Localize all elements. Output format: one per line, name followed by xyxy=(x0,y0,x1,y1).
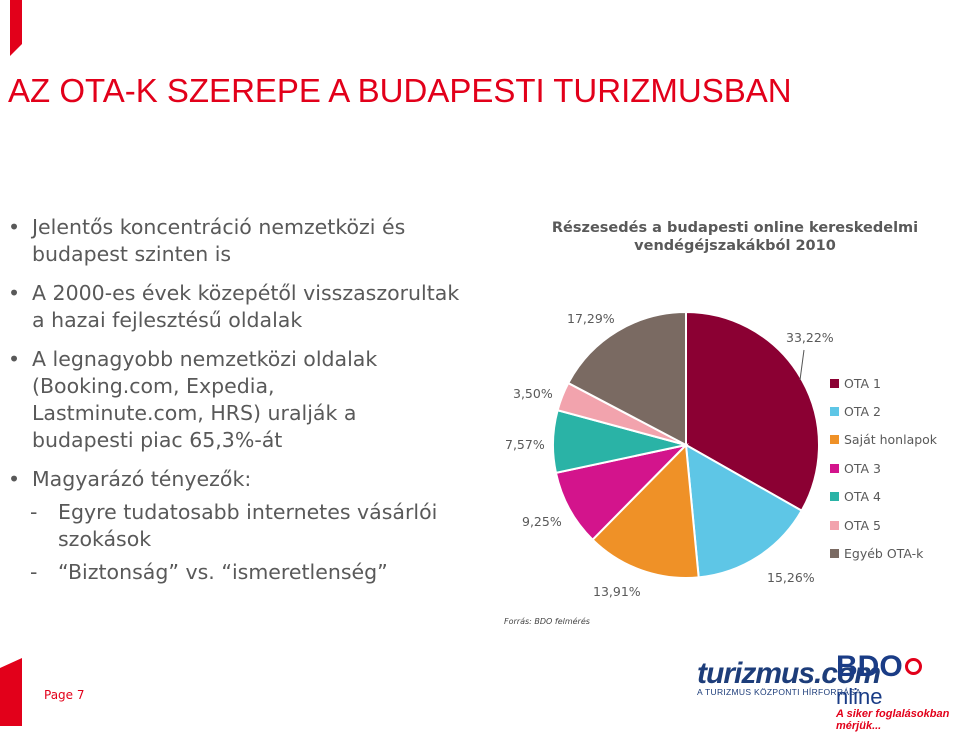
bdo-online-logo: BDOnline A siker foglalásokban mérjük... xyxy=(836,650,960,732)
chart-title: Részesedés a budapesti online kereskedel… xyxy=(551,220,919,254)
bdo-logo-o-icon xyxy=(904,658,922,675)
slice-label: 17,29% xyxy=(567,311,615,326)
sub-bullet-text: szokások xyxy=(58,527,152,551)
slice-label: 9,25% xyxy=(522,514,562,529)
legend-item: OTA 3 xyxy=(830,461,881,476)
bullet-text: a hazai fejlesztésű oldalak xyxy=(32,308,303,332)
turizmus-logo-text: turizmus.com xyxy=(697,657,881,690)
slice-label: 7,57% xyxy=(505,437,545,452)
sub-bullet-text: Egyre tudatosabb internetes vásárlói xyxy=(58,500,438,524)
bullet-text: (Booking.com, Expedia, xyxy=(32,374,275,398)
turizmus-logo: turizmus.com A TURIZMUS KÖZPONTI HÍRFORR… xyxy=(697,657,881,697)
legend-swatch xyxy=(830,549,839,558)
bdo-logo-online: nline xyxy=(836,684,883,709)
sub-bullet-text: “Biztonság” vs. “ismeretlenség” xyxy=(58,560,388,584)
page-title: AZ OTA-K SZEREPE A BUDAPESTI TURIZMUSBAN xyxy=(8,72,792,109)
bullet-text: A 2000-es évek közepétől visszaszorultak xyxy=(32,281,460,305)
sub-bullet-item: - “Biztonság” vs. “ismeretlenség” xyxy=(8,559,488,586)
legend-label: OTA 5 xyxy=(844,518,881,533)
bdo-logo-text: BDO xyxy=(836,650,903,683)
bottom-red-accent xyxy=(0,658,22,726)
legend-label: OTA 1 xyxy=(844,376,881,391)
legend-label: OTA 4 xyxy=(844,489,881,504)
slice-label: 15,26% xyxy=(767,570,815,585)
bullet-item: • A legnagyobb nemzetközi oldalak (Booki… xyxy=(8,346,488,454)
legend-label: OTA 2 xyxy=(844,404,881,419)
top-red-accent xyxy=(10,0,22,56)
bullet-item: • A 2000-es évek közepétől visszaszorult… xyxy=(8,280,488,334)
sub-bullet-dash: - xyxy=(30,560,38,584)
bullet-dot-icon: • xyxy=(8,281,21,305)
sub-bullet-dash: - xyxy=(30,500,38,524)
legend-swatch xyxy=(830,407,839,416)
bullet-dot-icon: • xyxy=(8,347,21,371)
bullet-dot-icon: • xyxy=(8,215,21,239)
bullet-item: • Magyarázó tényezők: xyxy=(8,466,488,493)
bullet-text: Jelentős koncentráció nemzetközi és xyxy=(32,215,406,239)
legend-item: OTA 2 xyxy=(830,404,881,419)
bullet-text: Magyarázó tényezők: xyxy=(32,467,252,491)
page-number: Page 7 xyxy=(44,688,85,702)
bullet-item: • Jelentős koncentráció nemzetközi és bu… xyxy=(8,214,488,268)
bullet-text: A legnagyobb nemzetközi oldalak xyxy=(32,347,378,371)
turizmus-logo-tagline: A TURIZMUS KÖZPONTI HÍRFORRÁSA xyxy=(697,687,862,697)
pie-slice xyxy=(684,443,804,579)
pie-slice xyxy=(685,310,820,513)
slice-label: 33,22% xyxy=(786,330,834,345)
legend-swatch xyxy=(830,435,839,444)
bullet-text: budapesti piac 65,3%-át xyxy=(32,428,283,452)
bullet-dot-icon: • xyxy=(8,467,21,491)
label-leader-line xyxy=(799,349,805,381)
legend-label: Egyéb OTA-k xyxy=(844,546,924,561)
pie-slice xyxy=(566,310,687,447)
legend-swatch xyxy=(830,464,839,473)
bdo-logo-tagline: A siker foglalásokban mérjük... xyxy=(836,708,950,732)
pie-slice xyxy=(554,443,690,542)
sub-bullet-item: - Egyre tudatosabb internetes vásárlói s… xyxy=(8,499,488,553)
legend-swatch xyxy=(830,492,839,501)
bullet-text: budapest szinten is xyxy=(32,242,232,266)
legend-swatch xyxy=(830,521,839,530)
slice-label: 13,91% xyxy=(593,584,641,599)
legend-label: Saját honlapok xyxy=(844,432,938,447)
legend-item: Saját honlapok xyxy=(830,432,937,447)
legend-item: OTA 4 xyxy=(830,489,881,504)
legend-label: OTA 3 xyxy=(844,461,881,476)
slice-label: 3,50% xyxy=(513,386,553,401)
legend-item: OTA 5 xyxy=(830,518,881,533)
source-note: Forrás: BDO felmérés xyxy=(504,617,590,626)
pie-slice xyxy=(591,442,700,579)
bullet-text: Lastminute.com, HRS) uralják a xyxy=(32,401,357,425)
legend-swatch xyxy=(830,379,839,388)
legend-item: OTA 1 xyxy=(830,376,881,391)
bullet-list: • Jelentős koncentráció nemzetközi és bu… xyxy=(8,214,488,586)
legend-item: Egyéb OTA-k xyxy=(830,546,923,561)
